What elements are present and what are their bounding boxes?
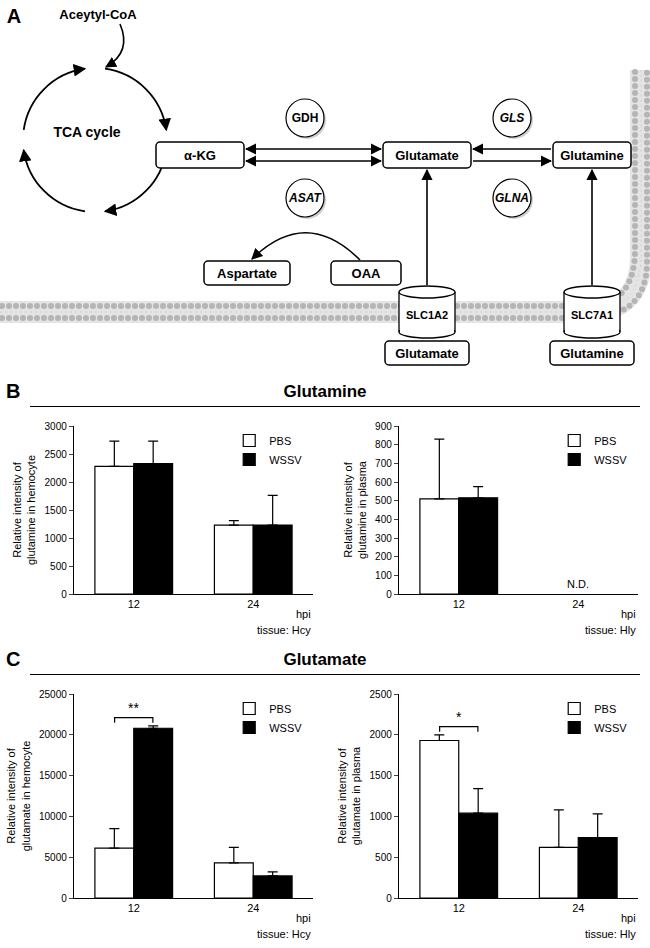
svg-text:WSSV: WSSV bbox=[594, 722, 627, 734]
svg-text:TCA cycle: TCA cycle bbox=[53, 124, 120, 140]
svg-text:Relative intensity ofglutamate: Relative intensity ofglutamate in plasma bbox=[336, 746, 362, 845]
html-text:B: B bbox=[6, 380, 21, 402]
svg-text:GLS: GLS bbox=[500, 111, 525, 125]
svg-text:*: * bbox=[456, 709, 462, 725]
svg-text:N.D.: N.D. bbox=[567, 578, 589, 590]
svg-text:20000: 20000 bbox=[39, 729, 67, 740]
svg-text:Relative intensity ofglutamine: Relative intensity ofglutamine in plasma bbox=[342, 460, 368, 559]
svg-text:24: 24 bbox=[572, 598, 584, 610]
svg-text:tissue: Hcy: tissue: Hcy bbox=[257, 624, 311, 636]
svg-text:12: 12 bbox=[128, 598, 140, 610]
svg-text:Glutamate: Glutamate bbox=[395, 148, 459, 163]
svg-text:3000: 3000 bbox=[45, 421, 68, 432]
svg-text:200: 200 bbox=[375, 551, 392, 562]
svg-text:GDH: GDH bbox=[292, 111, 319, 125]
svg-text:Relative intensity ofglutamine: Relative intensity ofglutamine in hemocy… bbox=[11, 455, 37, 565]
svg-text:1500: 1500 bbox=[370, 770, 393, 781]
svg-text:900: 900 bbox=[375, 421, 392, 432]
svg-text:PBS: PBS bbox=[594, 435, 616, 447]
svg-text:500: 500 bbox=[50, 561, 67, 572]
svg-text:α-KG: α-KG bbox=[184, 148, 216, 163]
svg-text:12: 12 bbox=[453, 902, 465, 914]
svg-text:hpi: hpi bbox=[621, 608, 636, 620]
svg-text:500: 500 bbox=[375, 495, 392, 506]
svg-text:0: 0 bbox=[386, 893, 392, 904]
svg-text:25000: 25000 bbox=[39, 689, 67, 700]
svg-text:400: 400 bbox=[375, 514, 392, 525]
svg-text:1500: 1500 bbox=[45, 505, 68, 516]
svg-text:0: 0 bbox=[61, 893, 67, 904]
svg-text:tissue: Hcy: tissue: Hcy bbox=[257, 928, 311, 940]
svg-text:500: 500 bbox=[375, 852, 392, 863]
svg-text:600: 600 bbox=[375, 477, 392, 488]
svg-text:WSSV: WSSV bbox=[594, 454, 627, 466]
svg-text:WSSV: WSSV bbox=[269, 454, 302, 466]
svg-text:10000: 10000 bbox=[39, 811, 67, 822]
svg-text:24: 24 bbox=[247, 902, 259, 914]
svg-text:PBS: PBS bbox=[269, 435, 291, 447]
svg-text:tissue: Hly: tissue: Hly bbox=[585, 928, 636, 940]
svg-text:OAA: OAA bbox=[352, 266, 382, 281]
svg-text:24: 24 bbox=[572, 902, 584, 914]
svg-text:15000: 15000 bbox=[39, 770, 67, 781]
svg-text:Aceytyl-CoA: Aceytyl-CoA bbox=[59, 7, 137, 22]
svg-text:1000: 1000 bbox=[370, 811, 393, 822]
svg-text:700: 700 bbox=[375, 458, 392, 469]
svg-text:12: 12 bbox=[453, 598, 465, 610]
svg-text:SLC7A1: SLC7A1 bbox=[571, 309, 613, 321]
svg-text:100: 100 bbox=[375, 570, 392, 581]
html-text:Glutamate: Glutamate bbox=[283, 650, 367, 669]
svg-text:Relative intensity ofglutamate: Relative intensity ofglutamate in hemocy… bbox=[5, 741, 31, 852]
svg-text:12: 12 bbox=[128, 902, 140, 914]
svg-text:Glutamate: Glutamate bbox=[395, 346, 459, 361]
svg-text:ASAT: ASAT bbox=[288, 191, 322, 205]
svg-text:5000: 5000 bbox=[45, 852, 68, 863]
svg-text:2000: 2000 bbox=[45, 477, 68, 488]
svg-text:GLNA: GLNA bbox=[495, 191, 529, 205]
svg-text:**: ** bbox=[128, 700, 139, 716]
svg-text:2500: 2500 bbox=[370, 689, 393, 700]
html-text:Glutamine: Glutamine bbox=[283, 382, 367, 401]
svg-text:800: 800 bbox=[375, 439, 392, 450]
svg-text:PBS: PBS bbox=[269, 703, 291, 715]
svg-text:Glutamine: Glutamine bbox=[560, 346, 624, 361]
svg-text:1000: 1000 bbox=[45, 533, 68, 544]
svg-text:2000: 2000 bbox=[370, 729, 393, 740]
svg-text:WSSV: WSSV bbox=[269, 722, 302, 734]
svg-text:2500: 2500 bbox=[45, 449, 68, 460]
svg-text:hpi: hpi bbox=[296, 608, 311, 620]
svg-text:hpi: hpi bbox=[296, 912, 311, 924]
svg-text:PBS: PBS bbox=[594, 703, 616, 715]
svg-text:0: 0 bbox=[386, 589, 392, 600]
svg-text:300: 300 bbox=[375, 533, 392, 544]
svg-text:A: A bbox=[7, 5, 21, 27]
svg-text:0: 0 bbox=[61, 589, 67, 600]
html-text:C: C bbox=[6, 648, 21, 670]
svg-text:Aspartate: Aspartate bbox=[217, 266, 277, 281]
svg-text:SLC1A2: SLC1A2 bbox=[406, 309, 448, 321]
svg-text:hpi: hpi bbox=[621, 912, 636, 924]
svg-text:Glutamine: Glutamine bbox=[560, 148, 624, 163]
svg-text:tissue: Hly: tissue: Hly bbox=[585, 624, 636, 636]
svg-text:24: 24 bbox=[247, 598, 259, 610]
